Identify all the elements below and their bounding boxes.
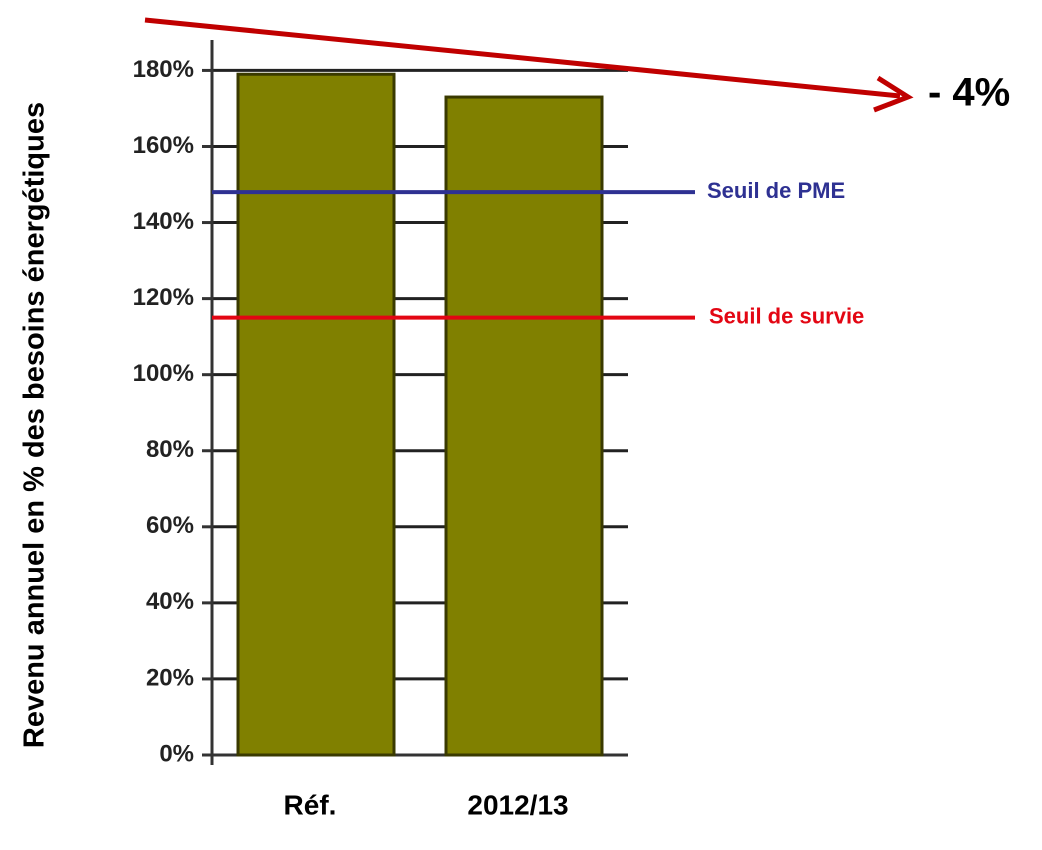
x-tick-label: Réf. [284,789,337,820]
y-tick-label: 0% [159,740,194,767]
y-tick-label: 80% [146,436,194,463]
y-tick-label: 160% [133,132,194,159]
bar [444,95,604,757]
arrow-line [144,17,901,99]
y-tick-label: 120% [133,284,194,311]
y-tick-label: 60% [146,512,194,539]
y-tick-label: 180% [133,56,194,83]
reference-label: Seuil de survie [709,303,864,328]
y-tick-label: 100% [133,360,194,387]
annotation: - 4% [928,71,1010,115]
y-tick-label: 40% [146,588,194,615]
y-axis-label: Revenu annuel en % des besoins énergétiq… [19,102,51,748]
arrow-head [873,75,914,113]
x-tick-label: 2012/13 [467,789,568,820]
bar [236,72,396,757]
y-tick-label: 140% [133,208,194,235]
y-tick-label: 20% [146,664,194,691]
reference-label: Seuil de PME [707,178,845,203]
